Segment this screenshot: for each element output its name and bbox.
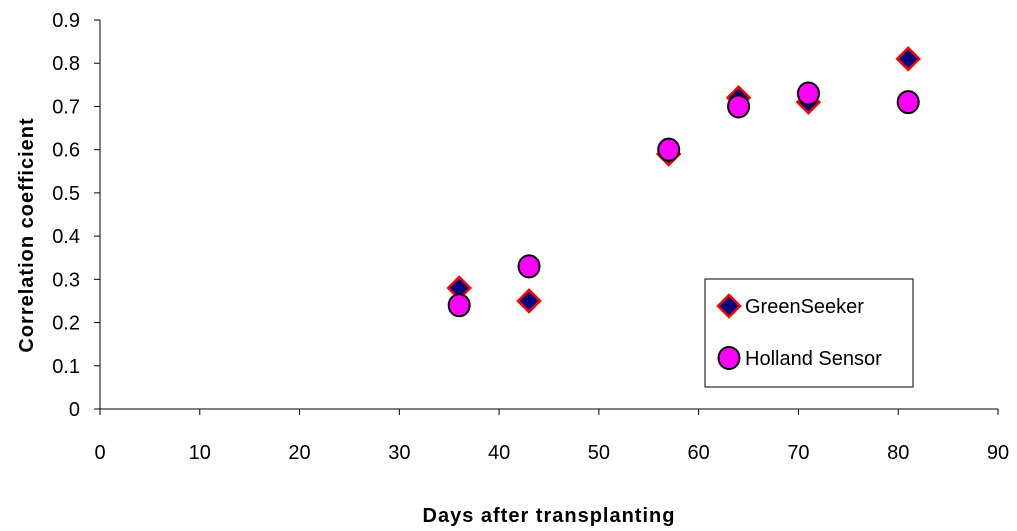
x-tick-label: 10 xyxy=(189,442,211,464)
y-tick-label: 0.1 xyxy=(52,356,80,378)
x-tick-label: 20 xyxy=(288,442,310,464)
y-tick-label: 0.7 xyxy=(52,96,80,118)
greenseeker-point xyxy=(516,288,542,314)
holland-sensor-point xyxy=(657,137,681,162)
x-tick-label: 70 xyxy=(787,442,809,464)
axes xyxy=(99,20,998,410)
y-tick-label: 0.5 xyxy=(52,183,80,205)
x-tick-label: 80 xyxy=(887,442,909,464)
greenseeker-point xyxy=(895,46,921,72)
x-tick-label: 0 xyxy=(94,442,105,464)
y-tick-label: 0.9 xyxy=(52,10,80,32)
x-tick-label: 50 xyxy=(588,442,610,464)
legend: GreenSeeker Holland Sensor xyxy=(704,278,914,388)
x-tick-label: 90 xyxy=(987,442,1009,464)
y-tick-label: 0 xyxy=(69,399,80,421)
y-axis-ticks: 0 0.1 0.2 0.3 0.4 0.5 0.6 0.7 0.8 0.9 xyxy=(52,10,100,421)
holland-sensor-point xyxy=(896,90,920,115)
holland-sensor-point xyxy=(727,94,751,119)
y-tick-label: 0.4 xyxy=(52,226,80,248)
y-tick-label: 0.3 xyxy=(52,269,80,291)
legend-greenseeker-label: GreenSeeker xyxy=(745,296,864,318)
y-tick-label: 0.2 xyxy=(52,313,80,335)
holland-sensor-point xyxy=(796,81,820,106)
legend-holland-sensor-label: Holland Sensor xyxy=(745,348,882,370)
holland-sensor-point xyxy=(517,254,541,279)
legend-greenseeker-marker xyxy=(716,293,742,319)
y-tick-label: 0.8 xyxy=(52,53,80,75)
x-tick-label: 40 xyxy=(488,442,510,464)
data-markers xyxy=(446,46,921,318)
holland-sensor-point xyxy=(447,293,471,318)
y-axis-title: Correlation coefficient xyxy=(16,117,38,352)
y-tick-label: 0.6 xyxy=(52,140,80,162)
x-axis-title: Days after transplanting xyxy=(423,505,676,527)
legend-box xyxy=(704,278,914,388)
legend-holland-sensor-marker xyxy=(717,346,741,370)
x-tick-label: 60 xyxy=(688,442,710,464)
x-tick-label: 30 xyxy=(388,442,410,464)
x-axis-ticks: 0 10 20 30 40 50 60 70 80 90 xyxy=(94,409,1009,464)
